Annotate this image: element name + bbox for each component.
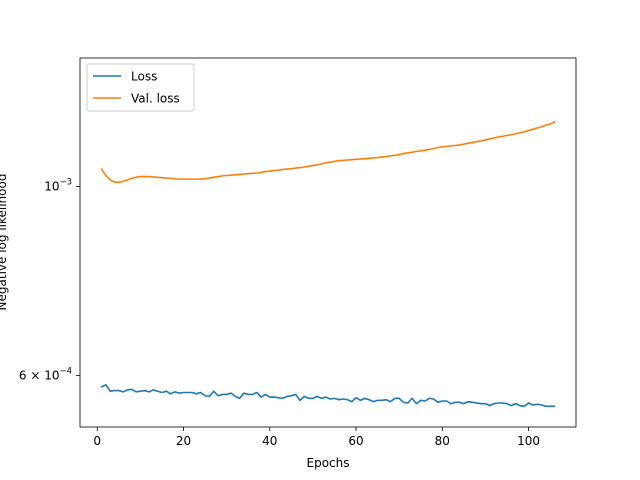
legend-label-0: Loss bbox=[131, 70, 157, 84]
y-axis-label: Negative log likelihood bbox=[0, 174, 9, 311]
series-line-1 bbox=[100, 121, 556, 184]
x-tick-label: 40 bbox=[262, 434, 277, 448]
x-tick-label: 60 bbox=[348, 434, 363, 448]
x-tick-label: 0 bbox=[93, 434, 101, 448]
y-tick-label: 10−3 bbox=[44, 177, 72, 193]
y-tick-label: 6 × 10−4 bbox=[19, 366, 72, 382]
x-axis: 0 20 40 60 80 100 bbox=[93, 427, 540, 448]
legend: Loss Val. loss bbox=[86, 63, 195, 112]
x-axis-label: Epochs bbox=[307, 456, 350, 470]
legend-label-1: Val. loss bbox=[131, 92, 180, 106]
axes-frame bbox=[79, 57, 577, 428]
x-tick-label: 80 bbox=[435, 434, 450, 448]
series-line-0 bbox=[100, 384, 556, 408]
x-tick-label: 100 bbox=[517, 434, 540, 448]
plot-area bbox=[80, 58, 576, 427]
series-layer bbox=[100, 121, 556, 408]
x-tick-label: 20 bbox=[176, 434, 191, 448]
y-axis: 10−3 6 × 10−4 bbox=[19, 177, 80, 382]
